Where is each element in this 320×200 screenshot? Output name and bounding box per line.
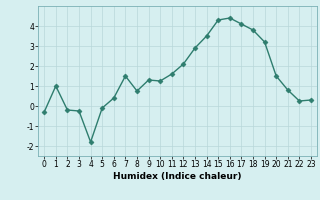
X-axis label: Humidex (Indice chaleur): Humidex (Indice chaleur) [113, 172, 242, 181]
